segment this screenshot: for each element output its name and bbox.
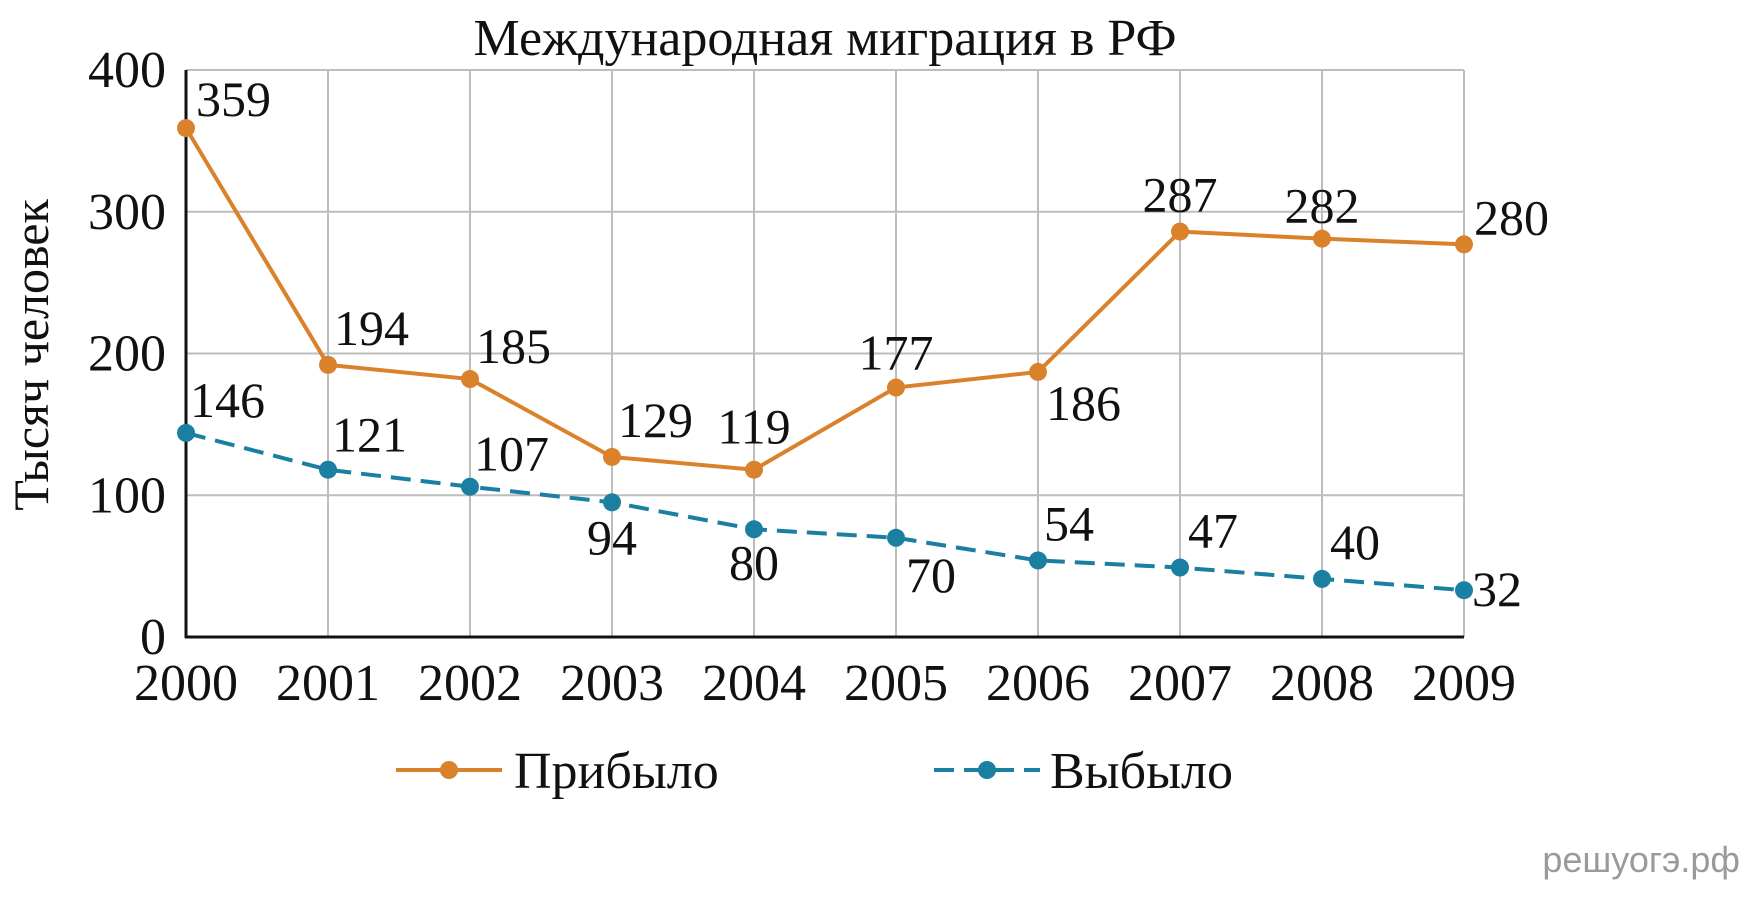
point-arrived-2006 <box>1029 362 1047 381</box>
y-tick-label-400: 400 <box>88 42 166 99</box>
legend: Прибыло Выбыло <box>396 743 1233 800</box>
point-arrived-2001 <box>319 355 337 374</box>
watermark: решуогэ.рф <box>1542 839 1740 880</box>
point-arrived-2004 <box>745 460 763 479</box>
point-departed-2008 <box>1313 569 1331 588</box>
x-tick-label-2001: 2001 <box>276 655 380 712</box>
point-arrived-2000 <box>177 119 195 138</box>
series-line-departed <box>185 430 1465 593</box>
series-line-arrived <box>184 127 1465 472</box>
data-label-arrived-2002: 185 <box>476 318 551 374</box>
data-label-arrived-2009: 280 <box>1474 189 1549 245</box>
x-tick-label-2002: 2002 <box>418 655 522 712</box>
point-departed-2009 <box>1455 581 1473 600</box>
legend-marker-departed <box>978 761 996 779</box>
point-departed-2005 <box>887 528 905 547</box>
data-label-departed-2003: 94 <box>587 509 637 565</box>
x-tick-label-2008: 2008 <box>1270 655 1374 712</box>
chart-title: Международная миграция в РФ <box>473 10 1176 67</box>
x-tick-label-2006: 2006 <box>986 655 1090 712</box>
axes <box>184 70 1464 639</box>
x-tick-label-2005: 2005 <box>844 655 948 712</box>
y-tick-labels: 0 100 200 300 400 <box>88 42 166 666</box>
data-label-departed-2006: 54 <box>1044 495 1094 551</box>
x-tick-label-2004: 2004 <box>702 655 806 712</box>
point-departed-2007 <box>1171 558 1189 577</box>
y-tick-label-0: 0 <box>140 609 166 666</box>
point-departed-2003 <box>603 493 621 512</box>
x-tick-label-2009: 2009 <box>1412 655 1516 712</box>
point-departed-2004 <box>745 520 763 539</box>
point-arrived-2002 <box>461 370 479 389</box>
legend-label-departed: Выбыло <box>1050 743 1233 800</box>
point-arrived-2005 <box>887 378 905 397</box>
data-label-departed-2008: 40 <box>1330 514 1380 570</box>
data-labels: 359 194 185 129 119 177 186 287 282 280 146 121 107 9… <box>190 71 1549 617</box>
grid <box>186 69 1465 637</box>
legend-label-arrived: Прибыло <box>514 743 719 800</box>
y-axis-label: Тысяч человек <box>3 199 59 511</box>
point-departed-2001 <box>319 460 337 479</box>
point-arrived-2007 <box>1171 222 1189 241</box>
data-label-departed-2007: 47 <box>1188 503 1238 559</box>
y-tick-label-300: 300 <box>88 184 166 241</box>
data-label-departed-2001: 121 <box>332 407 407 463</box>
data-label-arrived-2000: 359 <box>196 71 271 127</box>
data-label-arrived-2005: 177 <box>859 325 934 381</box>
data-label-departed-2005: 70 <box>906 547 956 603</box>
data-label-arrived-2007: 287 <box>1143 167 1218 223</box>
data-label-arrived-2006: 186 <box>1046 375 1121 431</box>
data-label-departed-2000: 146 <box>190 372 265 428</box>
data-label-arrived-2008: 282 <box>1285 178 1360 234</box>
x-tick-label-2003: 2003 <box>560 655 664 712</box>
x-tick-label-2007: 2007 <box>1128 655 1232 712</box>
data-label-departed-2004: 80 <box>729 534 779 590</box>
data-label-departed-2009: 32 <box>1472 561 1522 617</box>
data-label-arrived-2004: 119 <box>717 399 790 455</box>
point-departed-2002 <box>461 477 479 496</box>
data-label-arrived-2003: 129 <box>618 392 693 448</box>
legend-marker-arrived <box>440 761 458 779</box>
point-arrived-2009 <box>1455 235 1473 254</box>
point-departed-2000 <box>177 423 195 442</box>
data-label-arrived-2001: 194 <box>334 300 409 356</box>
x-tick-labels: 2000 2001 2002 2003 2004 2005 2006 2007 2008 2009 <box>134 655 1516 712</box>
data-label-departed-2002: 107 <box>474 426 549 482</box>
point-arrived-2008 <box>1313 229 1331 248</box>
point-arrived-2003 <box>603 447 621 466</box>
point-departed-2006 <box>1029 551 1047 570</box>
series-group <box>177 119 1473 600</box>
y-tick-label-100: 100 <box>88 467 166 524</box>
y-tick-label-200: 200 <box>88 326 166 383</box>
x-tick-label-2000: 2000 <box>134 655 238 712</box>
